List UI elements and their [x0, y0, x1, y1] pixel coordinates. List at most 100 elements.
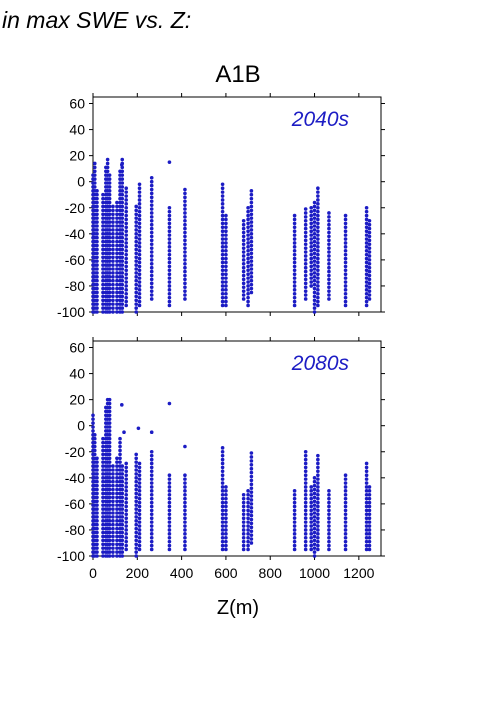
data-point: [134, 224, 138, 228]
data-point: [167, 535, 172, 540]
data-point: [115, 538, 119, 543]
data-point: [364, 233, 369, 237]
data-point: [241, 297, 246, 301]
data-point: [249, 486, 254, 491]
data-point: [92, 185, 97, 189]
data-point: [124, 221, 129, 226]
data-point: [249, 529, 254, 534]
data-point: [343, 264, 348, 269]
data-point: [120, 177, 125, 181]
data-point: [367, 289, 372, 293]
data-point: [107, 476, 112, 480]
data-point: [124, 547, 129, 552]
data-point: [167, 477, 172, 481]
data-point: [101, 192, 105, 197]
data-point: [309, 248, 314, 253]
data-point: [246, 288, 250, 292]
x-tick-label: 200: [126, 565, 150, 581]
data-point: [183, 481, 187, 485]
data-point: [316, 186, 320, 191]
data-point: [224, 535, 228, 540]
data-point: [224, 520, 228, 524]
data-point: [149, 504, 154, 509]
data-point: [241, 524, 246, 528]
data-point: [312, 503, 317, 507]
data-point: [367, 258, 372, 262]
data-point: [92, 181, 97, 185]
data-point: [107, 208, 112, 213]
data-point: [327, 528, 331, 532]
data-point: [149, 191, 154, 196]
data-point: [111, 251, 115, 256]
data-point: [303, 539, 308, 544]
data-point: [220, 295, 225, 300]
data-point: [101, 243, 105, 248]
data-point: [292, 288, 297, 292]
data-point: [107, 526, 112, 531]
data-point: [343, 485, 348, 489]
data-point: [124, 473, 129, 478]
data-point: [149, 207, 154, 211]
data-point: [134, 522, 138, 527]
data-point: [101, 267, 105, 271]
data-point: [367, 265, 372, 270]
data-point: [95, 542, 99, 547]
data-point: [241, 500, 246, 505]
data-point: [220, 256, 225, 261]
data-point: [124, 485, 129, 489]
y-tick-label: 40: [69, 366, 85, 382]
data-point: [367, 528, 372, 532]
data-point: [367, 297, 372, 301]
data-point: [107, 302, 112, 306]
data-point: [167, 252, 172, 257]
plot-frame: [92, 96, 382, 313]
data-point: [134, 487, 138, 492]
data-point: [107, 263, 112, 267]
data-point: [309, 209, 314, 214]
data-point: [120, 224, 125, 228]
data-point: [220, 446, 225, 450]
data-point: [183, 547, 187, 552]
data-point: [249, 189, 254, 193]
y-tick-label: -80: [65, 278, 85, 294]
data-point: [120, 472, 125, 476]
data-point: [309, 492, 314, 497]
data-point: [220, 241, 225, 245]
data-point: [115, 204, 119, 209]
data-point: [343, 245, 348, 249]
data-point: [316, 303, 320, 308]
data-point: [316, 516, 320, 521]
data-point: [241, 547, 246, 552]
data-point: [115, 456, 119, 461]
data-point: [183, 222, 187, 227]
data-point: [343, 473, 348, 478]
data-point: [183, 489, 187, 493]
data-point: [303, 543, 308, 548]
data-point: [249, 498, 254, 502]
data-point: [183, 289, 187, 293]
data-point: [120, 263, 125, 267]
data-point: [241, 281, 246, 286]
data-point: [95, 479, 99, 484]
data-point: [327, 230, 331, 235]
data-point: [183, 293, 187, 297]
data-point: [137, 237, 142, 241]
data-point: [327, 285, 331, 290]
data-point: [107, 397, 112, 402]
data-point: [124, 295, 129, 300]
data-point: [246, 252, 250, 257]
data-point: [149, 226, 154, 231]
data-point: [107, 282, 112, 287]
data-point: [327, 516, 331, 521]
data-point: [292, 229, 297, 234]
data-point: [107, 507, 112, 511]
data-point: [101, 436, 105, 441]
data-point: [220, 496, 225, 501]
data-point: [95, 519, 99, 523]
data-point: [149, 179, 154, 184]
data-point: [303, 465, 308, 470]
data-point: [101, 444, 105, 449]
data-point: [167, 264, 172, 269]
data-point: [107, 472, 112, 476]
data-point: [367, 492, 372, 497]
